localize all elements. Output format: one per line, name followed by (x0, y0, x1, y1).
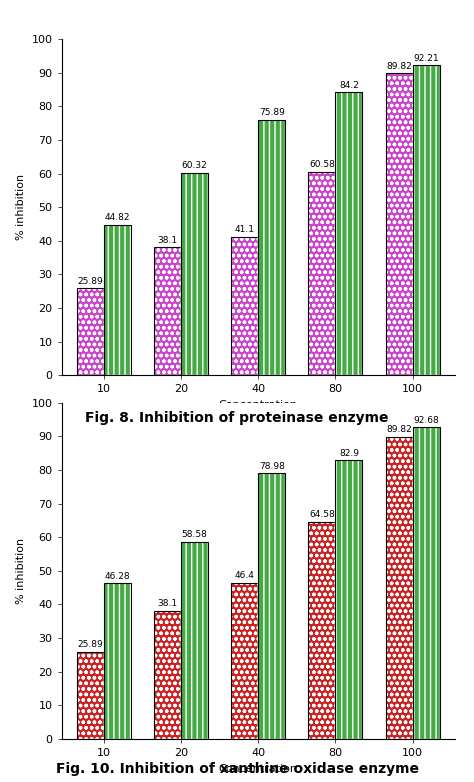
Bar (181, 173, 208, 375)
Bar (336, 92, 363, 375)
Bar (231, 583, 258, 739)
Bar (154, 247, 181, 375)
Bar (309, 522, 336, 739)
Bar (336, 92, 363, 375)
Bar (231, 237, 258, 375)
Bar (412, 427, 439, 739)
Bar (231, 237, 258, 375)
Y-axis label: % inhibition: % inhibition (16, 174, 26, 240)
Bar (258, 473, 285, 739)
Text: 92.21: 92.21 (413, 54, 439, 63)
Bar (258, 473, 285, 739)
Bar (77, 289, 104, 375)
Text: 46.4: 46.4 (235, 572, 255, 580)
Y-axis label: % inhibition: % inhibition (16, 538, 26, 604)
Bar (412, 65, 439, 375)
Bar (77, 289, 104, 375)
Text: Fig. 10. Inhibition of xanthine oxidase enzyme: Fig. 10. Inhibition of xanthine oxidase … (55, 762, 419, 776)
Text: 92.68: 92.68 (413, 416, 439, 425)
Bar (386, 74, 412, 375)
Bar (258, 120, 285, 375)
Bar (181, 542, 208, 739)
Text: 25.89: 25.89 (78, 640, 103, 649)
Bar (154, 611, 181, 739)
Text: 60.32: 60.32 (182, 161, 208, 170)
Text: 60.58: 60.58 (309, 160, 335, 169)
Bar (258, 120, 285, 375)
Text: 78.98: 78.98 (259, 461, 285, 471)
Bar (309, 172, 336, 375)
Text: Fig. 8. Inhibition of proteinase enzyme: Fig. 8. Inhibition of proteinase enzyme (85, 411, 389, 425)
Text: 38.1: 38.1 (158, 235, 178, 245)
Text: 89.82: 89.82 (386, 425, 412, 434)
Bar (77, 652, 104, 739)
X-axis label: Concentration: Concentration (219, 763, 298, 773)
Text: 84.2: 84.2 (339, 81, 359, 89)
Text: 38.1: 38.1 (158, 599, 178, 608)
Text: 58.58: 58.58 (182, 530, 208, 540)
Text: 64.58: 64.58 (309, 510, 335, 519)
Bar (336, 461, 363, 739)
Bar (104, 583, 131, 739)
Bar (386, 437, 412, 739)
Bar (231, 583, 258, 739)
Bar (412, 427, 439, 739)
Bar (309, 172, 336, 375)
Text: 41.1: 41.1 (235, 225, 255, 235)
Bar (104, 224, 131, 375)
Legend: Extract, Diclofenac: Extract, Diclofenac (179, 424, 337, 443)
Bar (412, 65, 439, 375)
Bar (154, 247, 181, 375)
Bar (181, 542, 208, 739)
Text: 75.89: 75.89 (259, 109, 285, 117)
Bar (154, 611, 181, 739)
X-axis label: Concentration: Concentration (219, 400, 298, 410)
Bar (181, 173, 208, 375)
Bar (104, 583, 131, 739)
Bar (309, 522, 336, 739)
Text: 82.9: 82.9 (339, 449, 359, 457)
Bar (77, 652, 104, 739)
Text: 25.89: 25.89 (78, 277, 103, 285)
Bar (386, 74, 412, 375)
Bar (336, 461, 363, 739)
Text: 44.82: 44.82 (105, 213, 130, 222)
Text: 89.82: 89.82 (386, 62, 412, 70)
Bar (104, 224, 131, 375)
Bar (386, 437, 412, 739)
Text: 46.28: 46.28 (105, 572, 130, 581)
